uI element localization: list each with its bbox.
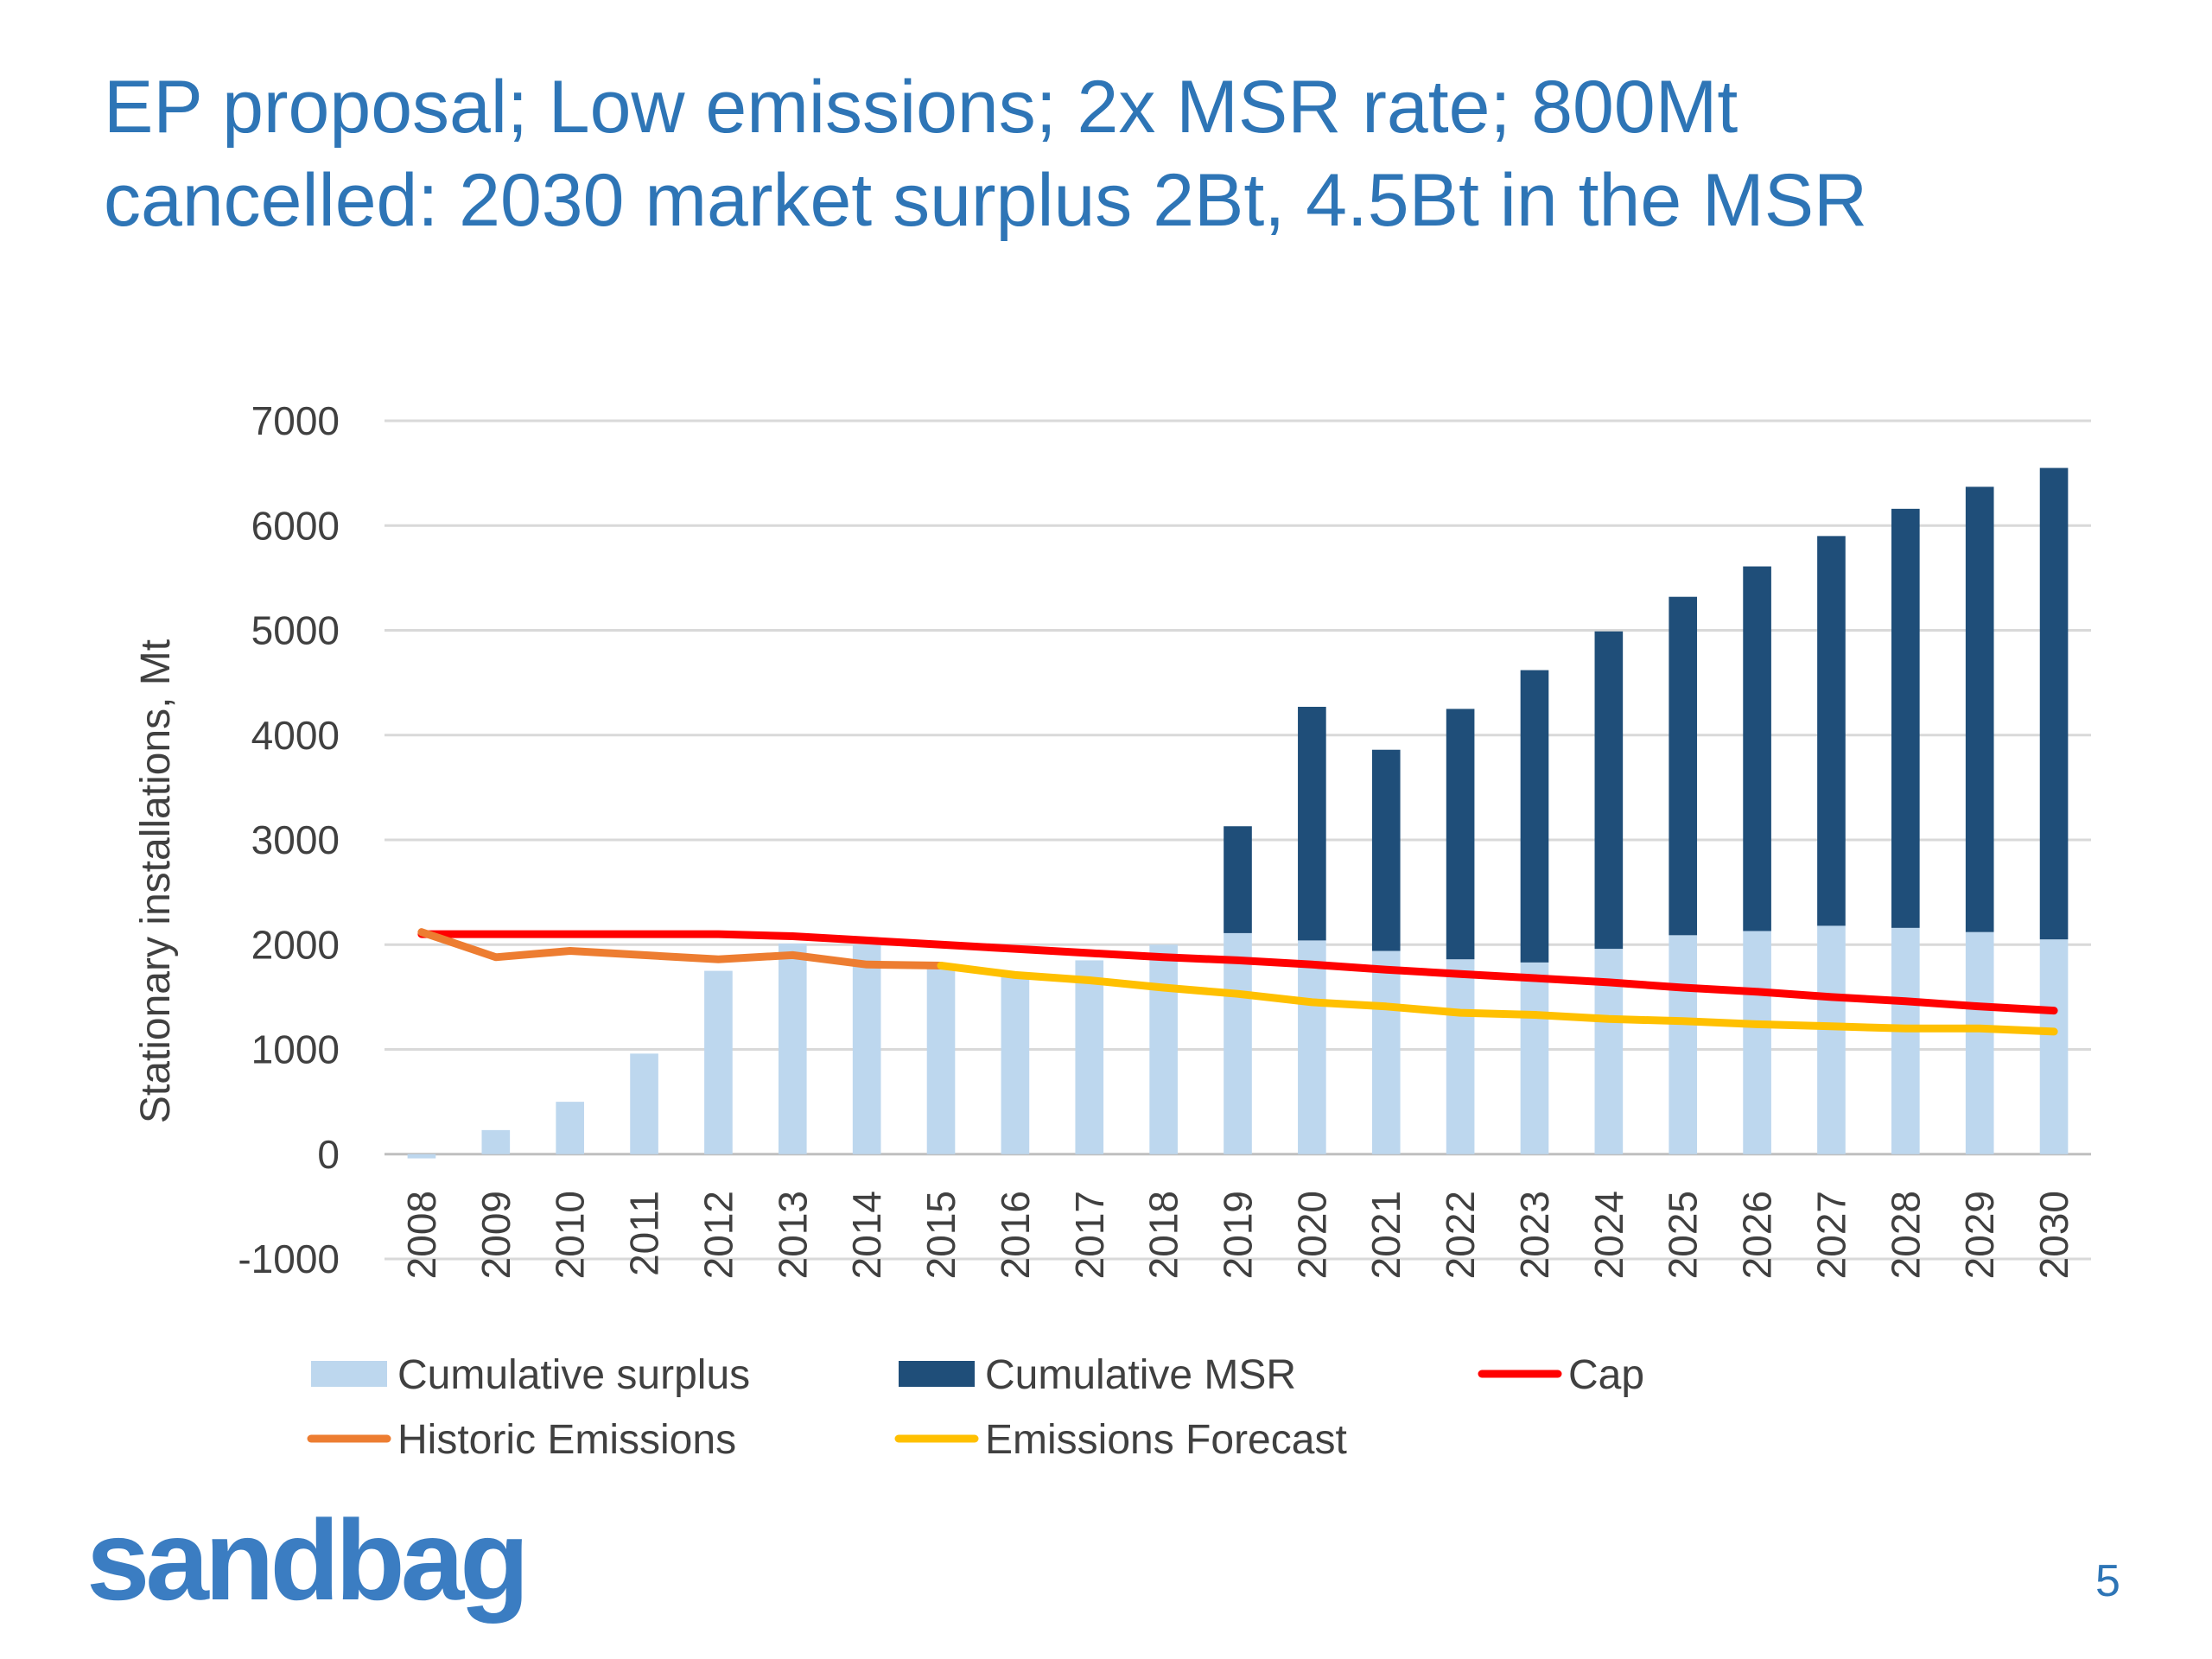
y-axis-ticks: 7000 6000 5000 4000 3000 2000 1000 0 -1000 [238, 398, 340, 1281]
bar-cumulative-msr [1298, 707, 1326, 941]
x-tick-label: 2022 [1438, 1191, 1483, 1279]
bar-cumulative-surplus [926, 966, 956, 1154]
x-tick-label: 2021 [1363, 1191, 1408, 1279]
line-emissions-forecast [937, 962, 2058, 1036]
x-tick-label: 2027 [1809, 1191, 1854, 1279]
series-lines [417, 928, 2058, 1036]
y-tick-label: 1000 [251, 1027, 340, 1072]
bar-cumulative-surplus [1520, 962, 1549, 1154]
x-tick-label: 2012 [696, 1191, 741, 1279]
bar-cumulative-msr [1371, 749, 1401, 951]
bar-cumulative-surplus [704, 970, 733, 1154]
bar-cumulative-surplus [852, 944, 881, 1154]
bar-cumulative-msr [2039, 467, 2069, 940]
x-tick-label: 2010 [548, 1191, 593, 1279]
x-tick-label: 2024 [1586, 1191, 1631, 1279]
legend-swatch-cumulative-surplus [311, 1361, 387, 1387]
bar-cumulative-surplus [1075, 960, 1104, 1154]
bar-cumulative-surplus [407, 1154, 436, 1159]
bars [407, 467, 2069, 1159]
x-tick-label: 2018 [1141, 1191, 1186, 1279]
legend-label-historic-emissions: Historic Emissions [397, 1417, 736, 1463]
legend-label-cumulative-surplus: Cumulative surplus [397, 1352, 750, 1398]
page-number: 5 [2095, 1556, 2120, 1606]
x-tick-label: 2029 [1957, 1191, 2002, 1279]
x-tick-label: 2009 [474, 1191, 518, 1279]
x-tick-label: 2015 [918, 1191, 963, 1279]
y-tick-label: 3000 [251, 817, 340, 862]
x-tick-label: 2013 [770, 1191, 815, 1279]
bar-cumulative-surplus [2039, 939, 2069, 1154]
legend-label-emissions-forecast: Emissions Forecast [985, 1417, 1347, 1463]
y-tick-label: 4000 [251, 713, 340, 758]
bar-cumulative-surplus [630, 1053, 658, 1154]
x-tick-label: 2030 [2031, 1191, 2076, 1279]
bar-cumulative-msr [1224, 826, 1252, 933]
x-tick-label: 2019 [1216, 1191, 1261, 1279]
line-cap [417, 930, 2058, 1015]
bar-cumulative-surplus [481, 1129, 511, 1154]
bar-cumulative-surplus [1817, 925, 1846, 1154]
x-tick-label: 2026 [1735, 1191, 1780, 1279]
bar-cumulative-surplus [1965, 931, 1994, 1154]
y-tick-label: 5000 [251, 608, 340, 653]
x-tick-label: 2028 [1883, 1191, 1928, 1279]
line-historic-emissions [417, 928, 945, 969]
legend: Cumulative surplus Cumulative MSR Cap Histo… [307, 1352, 1644, 1463]
bar-cumulative-surplus [1224, 932, 1252, 1154]
y-tick-label: 6000 [251, 503, 340, 548]
x-tick-label: 2025 [1661, 1191, 1706, 1279]
bar-cumulative-surplus [1891, 927, 1920, 1154]
legend-label-cap: Cap [1568, 1352, 1644, 1398]
bar-cumulative-surplus [1001, 976, 1030, 1154]
bar-cumulative-surplus [1371, 950, 1401, 1154]
y-tick-label: 7000 [251, 398, 340, 443]
x-tick-label: 2023 [1512, 1191, 1557, 1279]
y-tick-label: 2000 [251, 922, 340, 967]
slide-title-line-2: cancelled: 2030 market surplus 2Bt, 4.5B… [104, 159, 1868, 242]
bar-cumulative-surplus [1669, 935, 1698, 1154]
bar-cumulative-msr [1965, 486, 1994, 932]
bar-cumulative-msr [1891, 508, 1920, 928]
x-tick-label: 2011 [622, 1191, 667, 1276]
bar-cumulative-msr [1743, 566, 1771, 931]
slide-title-line-1: EP proposal; Low emissions; 2x MSR rate;… [104, 66, 1738, 149]
x-tick-label: 2008 [399, 1191, 444, 1279]
bar-cumulative-surplus [1446, 959, 1475, 1154]
bar-cumulative-surplus [1298, 940, 1326, 1154]
bar-cumulative-msr [1594, 631, 1624, 950]
bar-cumulative-surplus [556, 1102, 584, 1154]
bar-cumulative-msr [1520, 670, 1549, 963]
legend-swatch-cumulative-msr [899, 1361, 975, 1387]
legend-label-cumulative-msr: Cumulative MSR [985, 1352, 1296, 1398]
y-tick-label: 0 [317, 1132, 340, 1177]
bar-cumulative-msr [1817, 536, 1846, 926]
bar-cumulative-msr [1669, 596, 1698, 936]
x-axis-ticks: 2008 2009 2010 2011 2012 2013 2014 2015 2016 2017… [399, 1191, 2076, 1279]
x-tick-label: 2014 [844, 1191, 889, 1279]
bar-cumulative-surplus [1149, 944, 1178, 1154]
x-tick-label: 2017 [1067, 1191, 1112, 1279]
sandbag-logo: sandbag [86, 1497, 530, 1624]
y-axis-label: Stationary installations, Mt [133, 639, 179, 1123]
bar-cumulative-surplus [1743, 931, 1771, 1154]
x-tick-label: 2016 [993, 1191, 1038, 1279]
bar-cumulative-msr [1446, 709, 1475, 960]
bar-cumulative-surplus [778, 944, 807, 1154]
y-tick-label: -1000 [238, 1236, 340, 1281]
slide-title: EP proposal; Low emissions; 2x MSR rate;… [104, 60, 2091, 247]
x-tick-label: 2020 [1289, 1191, 1334, 1279]
